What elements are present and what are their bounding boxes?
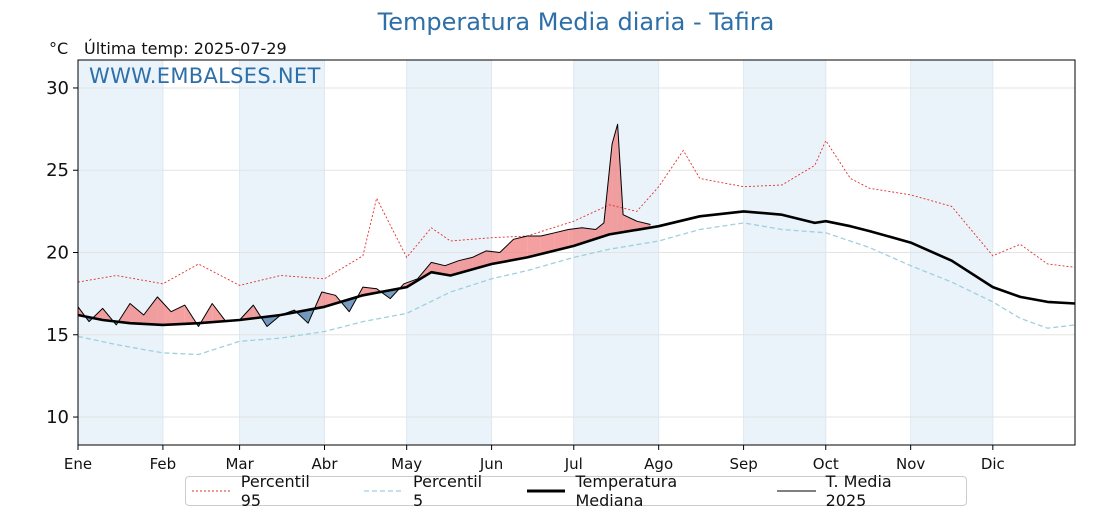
y-tick-label: 20 <box>46 243 69 264</box>
legend-swatch-current <box>777 486 816 496</box>
legend: Percentil 95 Percentil 5 Temperatura Med… <box>185 476 967 506</box>
y-tick-label: 15 <box>46 325 69 346</box>
y-axis-ticks: 10 15 20 25 30 <box>46 78 78 428</box>
legend-label-median: Temperatura Mediana <box>575 472 744 510</box>
legend-item-current: T. Media 2025 <box>777 472 934 510</box>
x-tick-label: May <box>391 455 422 473</box>
legend-label-p5: Percentil 5 <box>413 472 495 510</box>
x-tick-label: Dic <box>981 455 1005 473</box>
x-tick-label: Sep <box>729 455 757 473</box>
x-tick-label: Feb <box>150 455 177 473</box>
y-tick-label: 25 <box>46 160 69 181</box>
x-tick-label: Oct <box>813 455 839 473</box>
x-tick-label: Ene <box>64 455 92 473</box>
x-tick-label: Ago <box>644 455 673 473</box>
legend-item-p5: Percentil 5 <box>364 472 494 510</box>
legend-item-median: Temperatura Mediana <box>527 472 745 510</box>
legend-item-p95: Percentil 95 <box>192 472 332 510</box>
legend-swatch-median <box>527 486 566 496</box>
x-tick-label: Mar <box>225 455 254 473</box>
x-tick-label: Jul <box>564 455 583 473</box>
anomaly-above-fill <box>157 297 171 325</box>
legend-swatch-p5 <box>364 486 403 496</box>
watermark-text: WWW.EMBALSES.NET <box>89 64 321 88</box>
legend-swatch-p95 <box>192 486 231 496</box>
legend-label-p95: Percentil 95 <box>241 472 333 510</box>
x-tick-label: Jun <box>479 455 503 473</box>
anomaly-above-fill <box>514 236 528 260</box>
y-tick-label: 30 <box>46 78 69 99</box>
legend-label-current: T. Media 2025 <box>826 472 934 510</box>
x-axis-ticks: Ene Feb Mar Abr May Jun Jul Ago Sep Oct Nov Dic <box>64 445 1005 473</box>
x-tick-label: Nov <box>896 455 925 473</box>
y-tick-label: 10 <box>46 407 69 428</box>
x-tick-label: Abr <box>312 455 339 473</box>
